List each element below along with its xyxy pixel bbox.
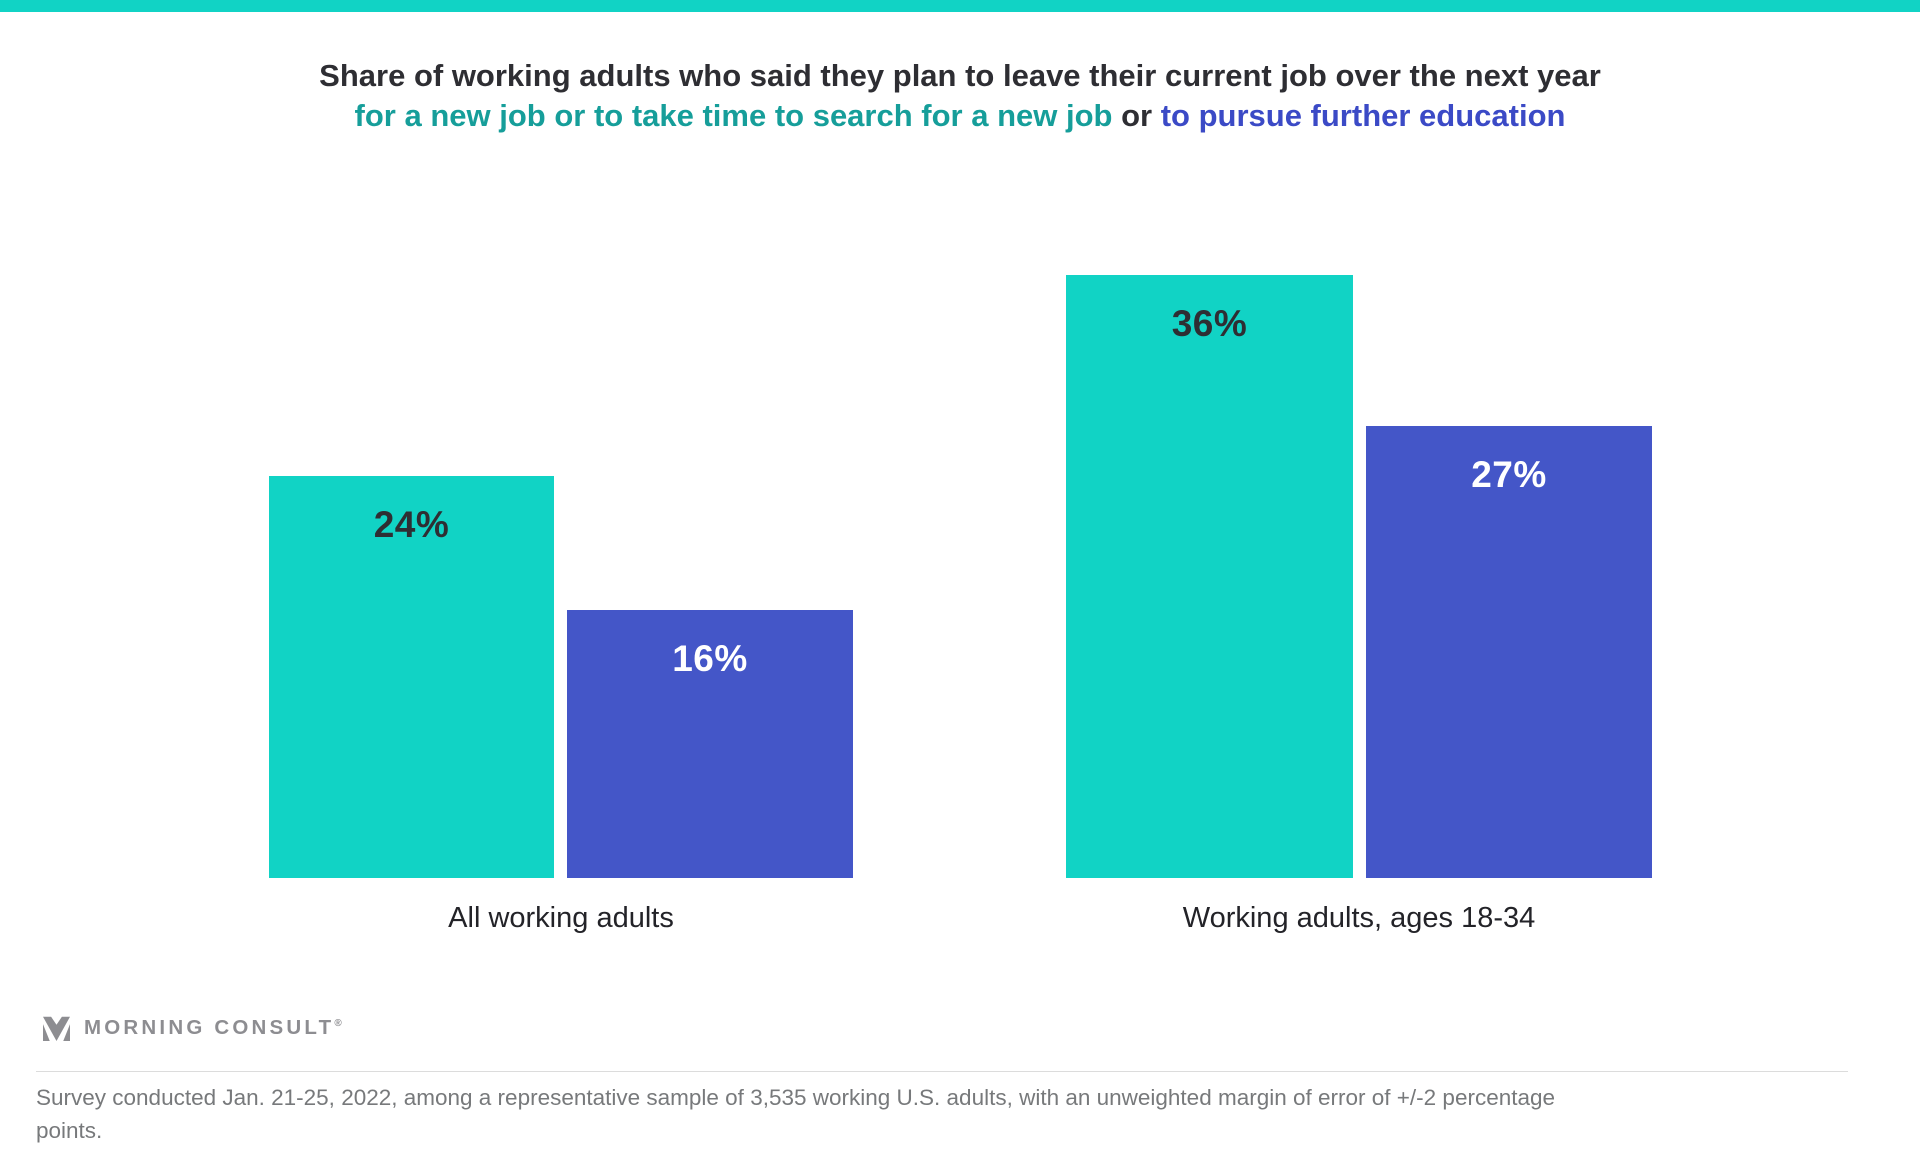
morning-consult-logo-mark-icon — [43, 1016, 70, 1041]
morning-consult-logo-text: MORNING CONSULT® — [84, 1016, 342, 1040]
title-text-dark: Share of working adults who said they pl… — [319, 58, 1601, 93]
bar-new-job-ages-18-34: 36% — [1066, 275, 1353, 878]
chart-title: Share of working adults who said they pl… — [0, 56, 1920, 136]
footer-line-1: Survey conducted Jan. 21-25, 2022, among… — [36, 1085, 1556, 1110]
top-accent-bar — [0, 0, 1920, 12]
bar-value-label: 16% — [672, 638, 748, 679]
logo-wordmark: MORNING CONSULT — [84, 1015, 335, 1039]
chart-title-line1: Share of working adults who said they pl… — [0, 56, 1920, 96]
title-text-blue-legend: to pursue further education — [1160, 98, 1566, 133]
survey-methodology-note: Survey conducted Jan. 21-25, 2022, among… — [36, 1081, 1555, 1147]
chart-title-line2: for a new job or to take time to search … — [0, 96, 1920, 136]
bar-education-ages-18-34: 27% — [1366, 426, 1652, 878]
footer-divider — [36, 1071, 1848, 1072]
bar-new-job-all-adults: 24% — [269, 476, 554, 878]
morning-consult-logo: MORNING CONSULT® — [43, 1014, 342, 1041]
bar-education-all-adults: 16% — [567, 610, 853, 878]
registered-trademark-symbol: ® — [334, 1017, 342, 1029]
category-label-all-working-adults: All working adults — [448, 902, 674, 934]
category-label-ages-18-34: Working adults, ages 18-34 — [1182, 902, 1536, 934]
bar-value-label: 36% — [1171, 303, 1248, 344]
footer-line-2: points. — [36, 1118, 103, 1143]
bar-value-label: 27% — [1471, 454, 1547, 495]
title-text-teal-legend: for a new job or to take time to search … — [354, 98, 1113, 133]
bar-value-label: 24% — [373, 504, 450, 545]
title-text-or: or — [1112, 98, 1161, 133]
